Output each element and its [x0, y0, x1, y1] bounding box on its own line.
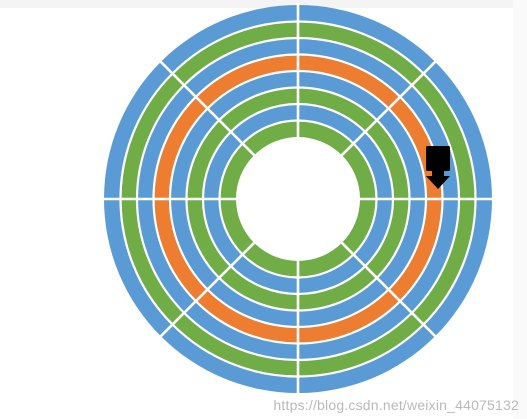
watermark: https://blog.csdn.net/weixin_44075132	[273, 397, 519, 413]
sector-divider	[158, 241, 256, 339]
head-body	[426, 146, 450, 171]
head-tip	[426, 176, 450, 189]
top-strip	[0, 0, 527, 8]
sector-dividers	[102, 3, 494, 395]
center-hole	[236, 137, 360, 261]
sector-divider	[340, 59, 438, 157]
head-neck	[432, 170, 444, 176]
sector-divider	[158, 59, 256, 157]
right-strip	[513, 0, 527, 419]
read-write-head-icon	[426, 146, 450, 189]
sector-divider	[340, 241, 438, 339]
